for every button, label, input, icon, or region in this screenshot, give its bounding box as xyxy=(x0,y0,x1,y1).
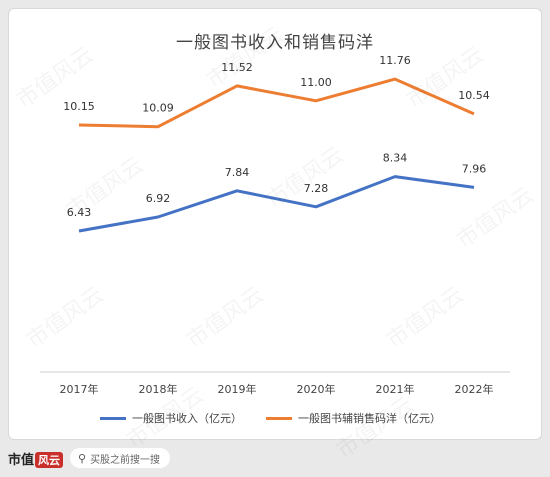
x-tick-label-0: 2017年 xyxy=(60,382,99,396)
data-label-1-3: 11.00 xyxy=(300,76,332,89)
series-line-1[interactable] xyxy=(78,77,475,129)
data-label-0-0: 6.43 xyxy=(67,206,92,219)
search-placeholder: 买股之前搜一搜 xyxy=(90,454,161,466)
legend-label-sales: 一般图书辅销售码洋（亿元） xyxy=(298,412,441,425)
logo-text: 市值 xyxy=(8,453,35,468)
chart-title: 一般图书收入和销售码洋 xyxy=(176,33,374,53)
search-box[interactable]: ⚲ 买股之前搜一搜 xyxy=(70,448,170,468)
footer-bar: 市值 风云 ⚲ 买股之前搜一搜 xyxy=(0,440,550,477)
x-tick-label-2: 2019年 xyxy=(218,382,257,396)
x-tick-label-4: 2021年 xyxy=(376,382,415,396)
data-label-1-1: 10.09 xyxy=(142,102,174,115)
legend-swatch-sales xyxy=(266,416,292,420)
x-tick-label-1: 2018年 xyxy=(139,382,178,396)
data-label-0-5: 7.96 xyxy=(462,162,487,175)
legend-item-revenue[interactable]: 一般图书收入（亿元） xyxy=(100,410,242,426)
legend-item-sales[interactable]: 一般图书辅销售码洋（亿元） xyxy=(266,410,441,426)
x-tick-label-5: 2022年 xyxy=(455,382,494,396)
data-label-1-2: 11.52 xyxy=(221,61,253,74)
data-label-0-2: 7.84 xyxy=(225,166,250,179)
data-label-0-3: 7.28 xyxy=(304,182,329,195)
data-label-0-1: 6.92 xyxy=(146,192,171,205)
legend-label-revenue: 一般图书收入（亿元） xyxy=(132,412,242,425)
series-line-0[interactable] xyxy=(78,175,475,233)
data-label-1-0: 10.15 xyxy=(63,100,95,113)
x-tick-label-3: 2020年 xyxy=(297,382,336,396)
data-label-1-4: 11.76 xyxy=(379,54,411,67)
data-label-1-5: 10.54 xyxy=(458,89,490,102)
legend-swatch-revenue xyxy=(100,416,126,420)
data-label-0-4: 8.34 xyxy=(383,152,408,165)
chart-card xyxy=(8,8,542,440)
logo-mark: 风云 xyxy=(35,452,64,468)
search-icon: ⚲ xyxy=(78,451,87,465)
brand-logo[interactable]: 市值 风云 xyxy=(8,449,64,468)
